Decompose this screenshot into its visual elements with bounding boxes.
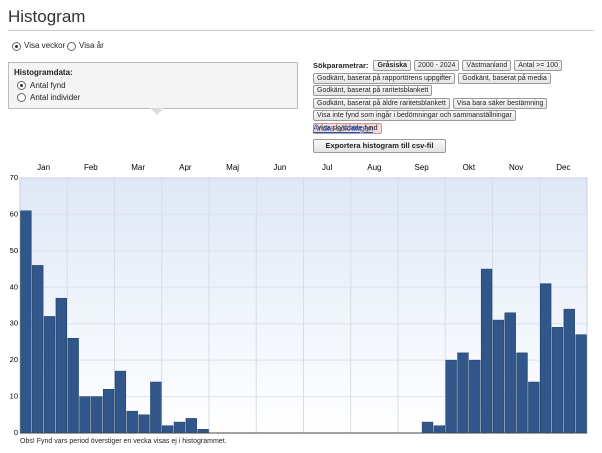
bar [480,268,493,434]
radio[interactable] [17,93,26,102]
edit-link[interactable]: Ändra sökningen [313,124,374,133]
bar [185,418,197,434]
month-label: Jul [322,163,332,172]
y-tick-label: 50 [10,246,18,255]
bar [469,359,481,434]
bar [504,312,516,434]
filter-tag[interactable]: Godkänt, baserat på äldre raritetsblanke… [313,97,450,109]
month-column [256,178,304,433]
bar [563,308,575,434]
filter-tag[interactable]: Västmanland [462,60,512,71]
radio-label[interactable]: Antal individer [30,93,81,102]
month-label: Jun [273,163,286,172]
bar [43,316,56,434]
radio-label[interactable]: Visa år [79,41,104,50]
bar [433,425,445,434]
month-column [350,178,398,433]
y-tick-label: 70 [10,173,18,182]
bar [457,352,469,434]
month-column [161,178,209,433]
bar [114,370,127,434]
bar [575,334,587,434]
filter-tag[interactable]: Godkänt, baserat på media [458,72,551,84]
bar [516,352,528,434]
filter-row: Visa skyddade fynd [313,122,593,134]
month-label: Sep [415,163,430,172]
month-label: Jan [37,163,50,172]
bar [421,421,434,434]
bar [55,297,67,434]
filter-tag[interactable]: Visa skyddade fynd [313,122,382,134]
bar [197,429,209,434]
y-tick-label: 20 [10,355,18,364]
box-title: Histogramdata: [14,68,73,77]
bar [79,396,91,434]
filter-tag[interactable]: Gråsiska [373,60,412,71]
filter-tag[interactable]: 2000 - 2024 [414,60,460,71]
month-label: Nov [509,163,523,172]
month-label: Apr [179,163,192,172]
filter-tag[interactable]: Visa bara säker bestämning [452,97,548,109]
search-label: Sökparametrar: [313,61,369,70]
divider [8,30,594,31]
y-tick-label: 60 [10,209,18,218]
bar [150,381,162,434]
filter-row: Godkänt, baserat på äldre raritetsblanke… [313,97,593,109]
filter-tag[interactable]: Visa inte fynd som ingår i bedömningar o… [313,110,516,121]
page-title: Histogram [8,7,86,26]
bar [551,327,564,434]
month-label: Maj [226,163,239,172]
month-column [303,178,351,433]
bar [91,396,103,434]
bar [173,421,186,434]
filter-row: Visa inte fynd som ingår i bedömningar o… [313,110,593,121]
pointer [150,108,164,115]
y-tick-label: 40 [10,282,18,291]
radio[interactable] [17,81,26,90]
radio-label[interactable]: Antal fynd [30,81,66,90]
bar [528,381,540,434]
filter-row: Godkänt, baserat på raritetsblankett [313,85,593,96]
bar [67,338,79,434]
options-box: Histogramdata: Antal fynd Antal individe… [8,62,298,109]
y-tick-label: 0 [14,428,18,437]
bar [540,283,552,434]
radio[interactable] [12,42,21,51]
y-tick-label: 30 [10,319,18,328]
bar [492,319,505,434]
radio[interactable] [67,42,76,51]
filter-tag[interactable]: Antal >= 100 [514,60,562,71]
bar [32,265,44,434]
month-column [209,178,257,433]
bar [102,389,115,434]
filter-row: Sökparametrar: Gråsiska 2000 - 2024 Västman… [313,60,593,71]
bar [162,425,174,434]
bar [20,210,32,434]
y-tick-label: 10 [10,392,18,401]
filter-tag[interactable]: Godkänt, baserat på rapportörens uppgift… [313,72,456,84]
filter-row: Godkänt, baserat på rapportörens uppgift… [313,72,593,84]
bar [445,359,457,434]
export-button[interactable]: Exportera histogram till csv-fil [313,139,446,153]
month-column [398,178,446,433]
month-label: Mar [131,163,145,172]
chart: Jan Feb Mar Apr Maj Jun Jul Aug Sep Okt Nov Dec 0 10 2… [10,163,588,437]
month-label: Okt [463,163,476,172]
filters: Sökparametrar: Gråsiska 2000 - 2024 Västman… [313,60,593,135]
month-label: Dec [556,163,570,172]
radio-label[interactable]: Visa veckor [24,41,66,50]
month-label: Feb [84,163,98,172]
month-label: Aug [367,163,381,172]
bar [126,410,138,434]
footnote: Obs! Fynd vars period överstiger en veck… [20,438,227,445]
filter-tag[interactable]: Godkänt, baserat på raritetsblankett [313,85,433,96]
bar [138,414,150,434]
